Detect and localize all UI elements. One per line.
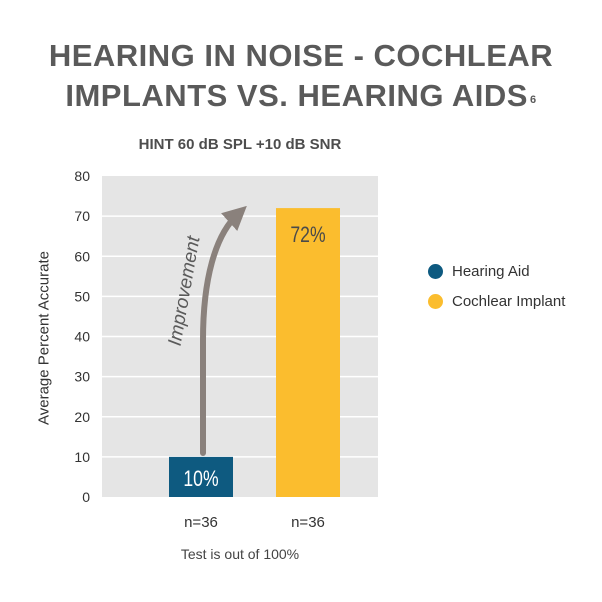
data-label: 72% <box>290 223 325 247</box>
title-line-1: HEARING IN NOISE - COCHLEAR <box>48 38 554 73</box>
footnote: Test is out of 100% <box>180 546 300 562</box>
title-line-2: IMPLANTS VS. HEARING AIDS 6 <box>0 76 602 116</box>
chart-subtitle: HINT 60 dB SPL +10 dB SNR <box>138 136 342 153</box>
y-tick-label: 30 <box>74 369 90 385</box>
y-tick-label: 40 <box>74 329 90 345</box>
y-tick-label: 10 <box>74 449 90 465</box>
improvement-arrow <box>200 205 247 456</box>
title-line-2-text: IMPLANTS VS. HEARING AIDS <box>65 78 528 113</box>
y-tick-labels: 0 10 20 30 40 50 60 70 80 <box>74 168 90 505</box>
legend: Hearing Aid Cochlear Implant <box>428 256 565 316</box>
chart-title: HEARING IN NOISE - COCHLEAR IMPLANTS VS.… <box>0 36 602 116</box>
legend-label-hearing-aid: Hearing Aid <box>452 262 530 280</box>
bars: 10% 72% <box>169 208 340 497</box>
y-tick-label: 50 <box>74 288 90 304</box>
bar-cochlear-implant <box>276 208 340 497</box>
bar-hearing-aid <box>169 456 233 497</box>
x-tick-label: n=36 <box>184 514 218 531</box>
y-tick-label: 70 <box>74 208 90 224</box>
title-footnote-ref: 6 <box>529 94 537 106</box>
legend-label-cochlear-implant: Cochlear Implant <box>452 292 566 310</box>
y-tick-label: 20 <box>74 409 90 425</box>
data-label: 10% <box>183 467 218 491</box>
legend-swatch-hearing-aid <box>428 263 443 279</box>
y-tick-label: 0 <box>82 489 90 505</box>
x-tick-label: n=36 <box>291 514 325 531</box>
legend-item-hearing-aid: Hearing Aid <box>428 256 565 286</box>
legend-item-cochlear-implant: Cochlear Implant <box>428 286 565 316</box>
y-tick-label: 60 <box>74 248 90 264</box>
x-tick-labels: n=36 n=36 <box>184 514 325 531</box>
legend-swatch-cochlear-implant <box>428 293 443 309</box>
y-tick-label: 80 <box>74 168 90 184</box>
